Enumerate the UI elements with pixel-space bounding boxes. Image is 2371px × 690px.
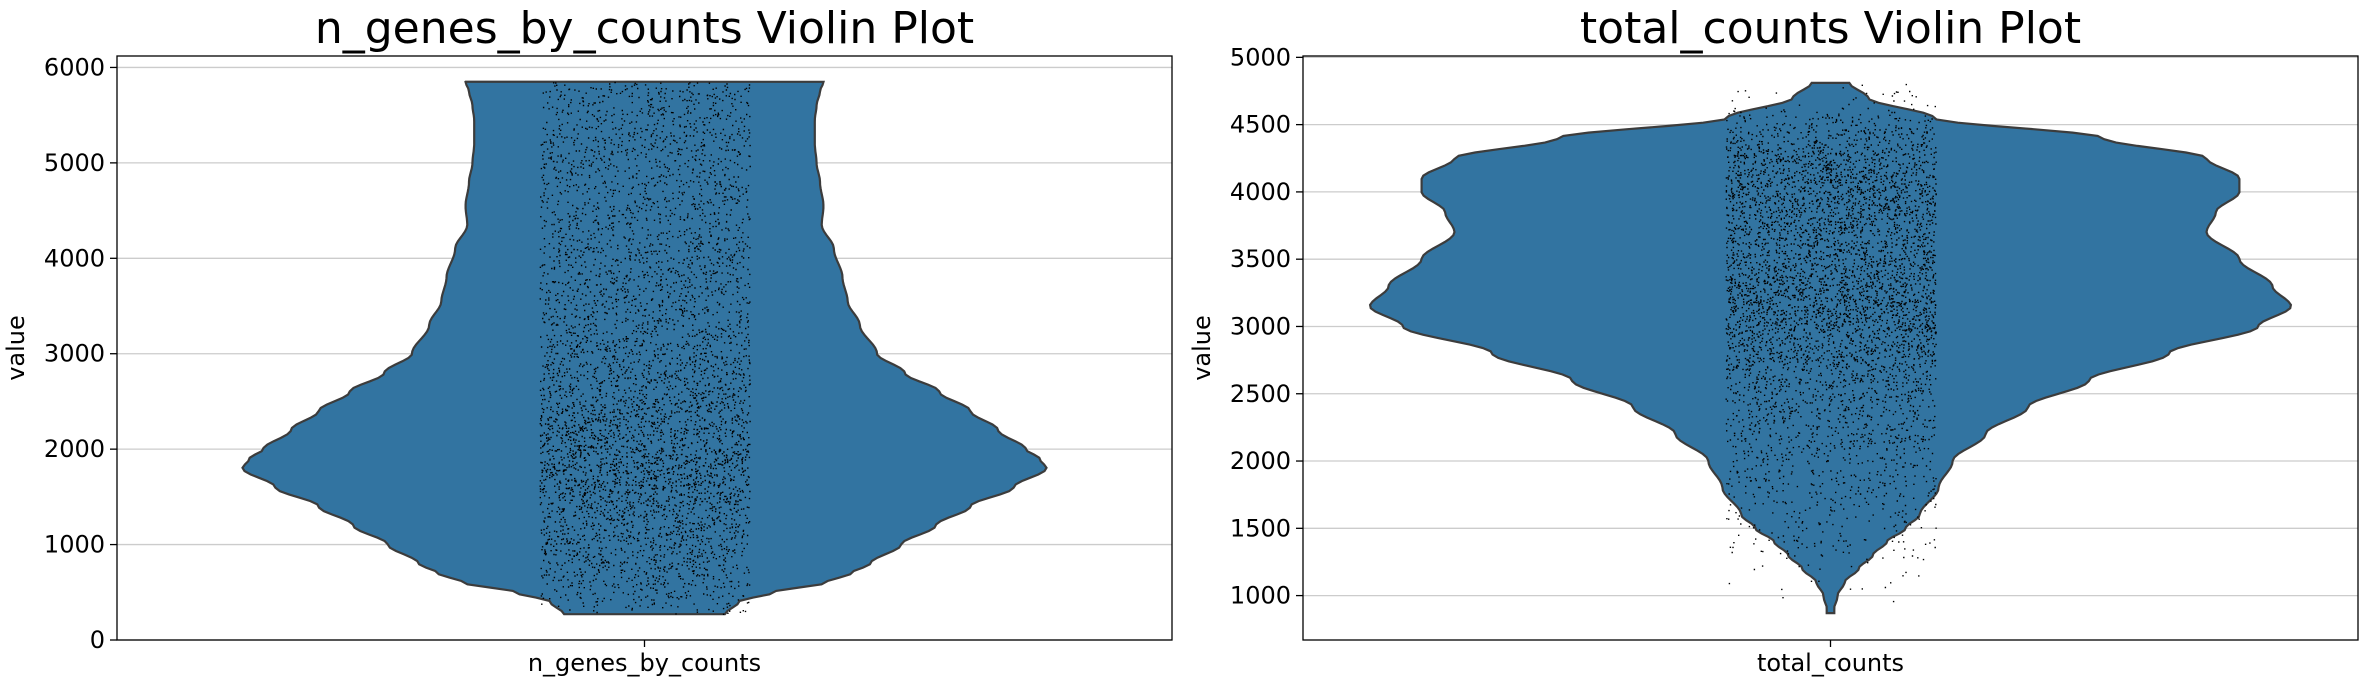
y-tick-label: 4000 — [1230, 178, 1291, 206]
x-axis-ticks: n_genes_by_counts — [528, 640, 761, 677]
y-tick-label: 1000 — [44, 531, 105, 559]
chart-title: total_counts Violin Plot — [1580, 3, 2081, 54]
y-tick-label: 6000 — [44, 53, 105, 81]
violin-body — [241, 80, 1048, 616]
y-tick-label: 0 — [90, 626, 105, 654]
strip-point-cloud — [1725, 83, 1937, 603]
y-tick-label: 5000 — [1230, 43, 1291, 71]
x-tick-label: total_counts — [1757, 649, 1904, 677]
x-axis-ticks: total_counts — [1757, 640, 1904, 677]
violin-body — [1368, 81, 2293, 615]
y-tick-label: 2500 — [1230, 380, 1291, 408]
y-tick-label: 2000 — [1230, 447, 1291, 475]
violin-shape — [1368, 81, 2293, 615]
violin-chart-total-counts: 1000 1500 2000 2500 3000 3500 4000 4500 5000 tot… — [1188, 3, 2359, 677]
y-tick-label: 1500 — [1230, 514, 1291, 542]
violin-chart-n-genes-by-counts: 0 1000 2000 3000 4000 5000 6000 n_genes_by_cou… — [2, 3, 1173, 677]
y-tick-label: 2000 — [44, 435, 105, 463]
y-tick-label: 4500 — [1230, 111, 1291, 139]
y-tick-label: 3000 — [44, 340, 105, 368]
chart-title: n_genes_by_counts Violin Plot — [315, 3, 974, 54]
y-tick-label: 1000 — [1230, 582, 1291, 610]
y-axis-label: value — [2, 315, 30, 381]
y-axis-ticks: 0 1000 2000 3000 4000 5000 6000 — [44, 53, 117, 654]
y-axis-label: value — [1188, 315, 1216, 381]
y-tick-label: 4000 — [44, 244, 105, 272]
strip-point-cloud — [539, 81, 751, 615]
strip-points — [1725, 83, 1937, 603]
y-tick-label: 5000 — [44, 149, 105, 177]
x-tick-label: n_genes_by_counts — [528, 649, 761, 677]
y-tick-label: 3500 — [1230, 245, 1291, 273]
strip-points — [539, 81, 751, 615]
y-axis-ticks: 1000 1500 2000 2500 3000 3500 4000 4500 5000 — [1230, 43, 1303, 610]
y-tick-label: 3000 — [1230, 312, 1291, 340]
violin-shape — [241, 80, 1048, 616]
